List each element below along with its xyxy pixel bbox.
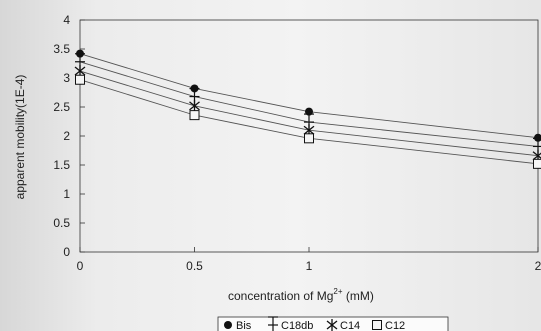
y-tick-label: 2.5 — [53, 100, 70, 114]
legend-label-c12: C12 — [385, 320, 405, 331]
y-tick-label: 0.5 — [53, 216, 70, 230]
legend-label-c18db: C18db — [281, 320, 313, 331]
y-axis-label: apparent mobility(1E-4) — [13, 75, 27, 200]
y-tick-label: 3 — [63, 71, 70, 85]
x-tick-label: 0.5 — [186, 259, 203, 273]
legend-marker-c18db — [268, 316, 278, 331]
series-line-c14 — [79, 70, 539, 157]
series-line-bis — [79, 53, 539, 139]
legend: Bis C18db C14 C12 — [217, 316, 449, 331]
legend-label-c14: C14 — [340, 320, 360, 331]
data-point-c12 — [533, 158, 541, 169]
y-tick-label: 2 — [63, 129, 70, 143]
x-tick-label: 0 — [77, 259, 84, 273]
y-tick-label: 3.5 — [53, 42, 70, 56]
data-point-c12 — [189, 110, 200, 121]
y-tick-label: 1 — [63, 187, 70, 201]
x-axis-label: concentration of Mg2+ (mM) — [228, 287, 374, 303]
legend-label-bis: Bis — [236, 320, 252, 331]
x-tick-label: 1 — [306, 259, 313, 273]
y-tick-label: 4 — [63, 13, 70, 27]
x-axis-label-main: concentration of Mg — [228, 289, 333, 303]
data-point-c14 — [189, 99, 200, 112]
legend-marker-bis — [224, 321, 232, 329]
data-point-bis — [534, 133, 541, 142]
data-point-c12 — [304, 133, 314, 144]
y-tick-label: 0 — [63, 245, 70, 259]
series-line-c12 — [79, 79, 539, 165]
x-axis-label-superscript: 2+ — [333, 287, 342, 296]
y-tick-label: 1.5 — [53, 158, 70, 172]
legend-marker-c12 — [372, 320, 382, 330]
x-tick-label: 2 — [535, 259, 541, 273]
x-axis-label-unit: (mM) — [343, 289, 374, 303]
series-line-c18db — [79, 61, 539, 147]
legend-marker-c14 — [326, 319, 338, 331]
data-point-c12 — [75, 74, 85, 85]
